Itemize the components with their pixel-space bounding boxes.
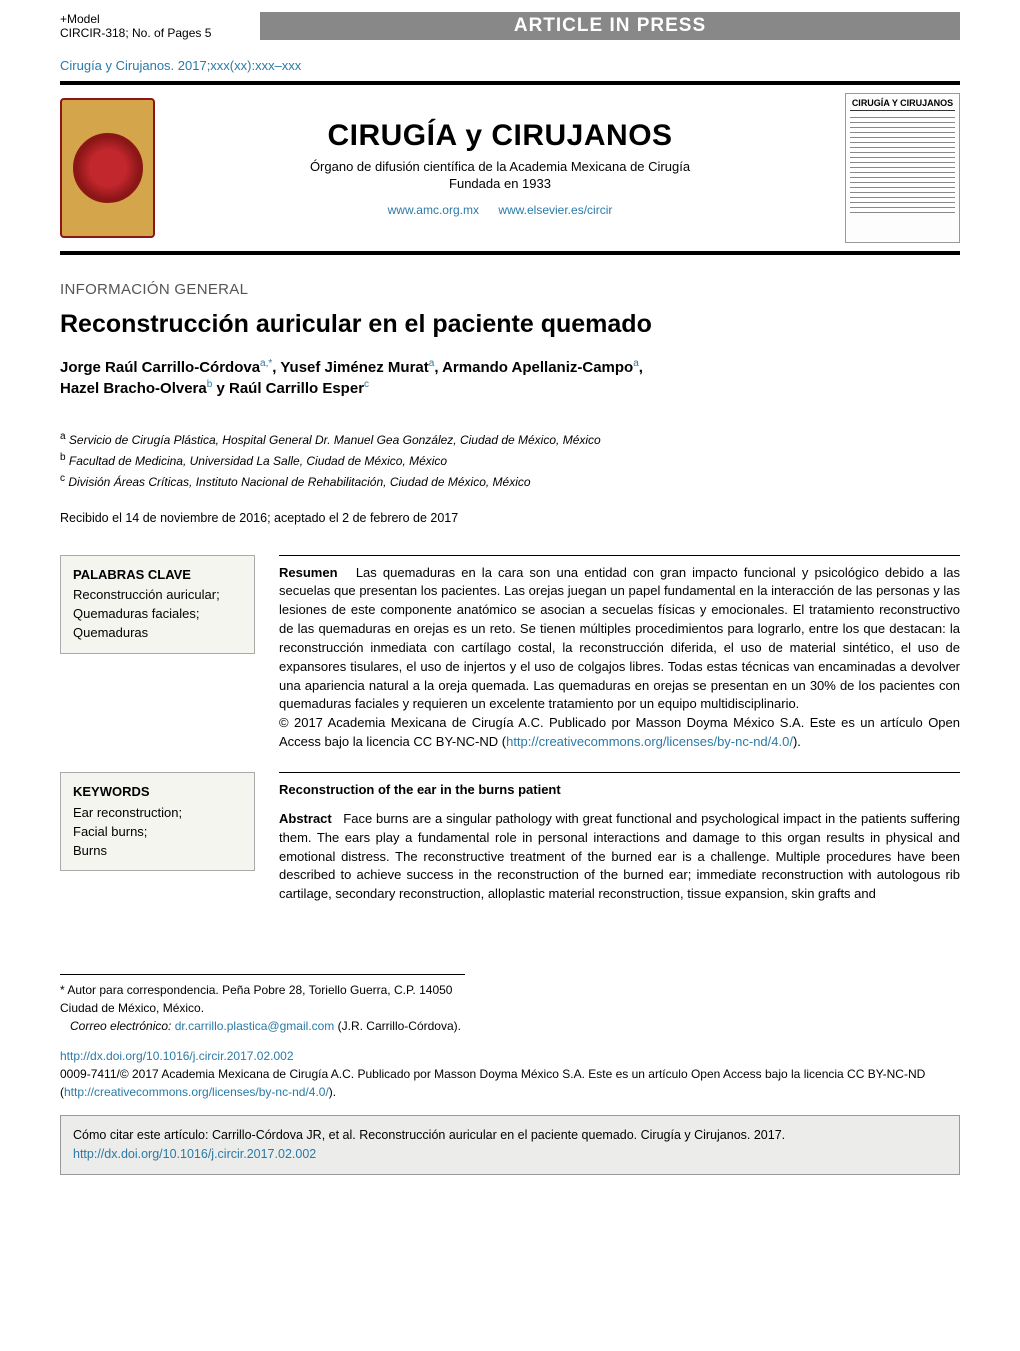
authors-block: Jorge Raúl Carrillo-Córdovaa,*, Yusef Ji… [60, 357, 960, 399]
model-ref-id: CIRCIR-318; No. of Pages 5 [60, 26, 211, 40]
doi-footnote: http://dx.doi.org/10.1016/j.circir.2017.… [60, 1047, 960, 1101]
abstract-body-es: Las quemaduras en la cara son una entida… [279, 565, 960, 712]
topbar: +Model CIRCIR-318; No. of Pages 5 ARTICL… [60, 12, 960, 48]
corresponding-footnote: * Autor para correspondencia. Peña Pobre… [60, 974, 465, 1035]
banner-article-in-press: ARTICLE IN PRESS [260, 12, 960, 40]
journal-links: www.amc.org.mx www.elsevier.es/circir [171, 203, 829, 217]
citation-line: Cirugía y Cirujanos. 2017;xxx(xx):xxx–xx… [60, 58, 960, 73]
issn-close: ). [329, 1085, 336, 1099]
affil-a: Servicio de Cirugía Plástica, Hospital G… [69, 433, 601, 447]
keywords-list-es: Reconstrucción auricular; Quemaduras fac… [73, 586, 242, 643]
author-conj: y [212, 380, 229, 397]
model-tag: +Model [60, 12, 100, 26]
author-4: Hazel Bracho-Olvera [60, 380, 207, 397]
how-to-cite-text: Cómo citar este artículo: Carrillo-Córdo… [73, 1128, 785, 1142]
cover-lines-decor [850, 113, 955, 213]
email-label: Correo electrónico: [70, 1019, 175, 1033]
author-5-aff: c [364, 379, 369, 390]
article-dates: Recibido el 14 de noviembre de 2016; ace… [60, 511, 960, 525]
author-1-aff: a,* [260, 358, 272, 369]
journal-title: CIRUGÍA y CIRUJANOS [171, 119, 829, 153]
author-2: Yusef Jiménez Murat [280, 359, 428, 376]
journal-header: CIRUGÍA y CIRUJANOS Órgano de difusión c… [60, 81, 960, 255]
keywords-list-en: Ear reconstruction; Facial burns; Burns [73, 804, 242, 861]
abstract-lead-es: Resumen [279, 565, 338, 580]
corr-email-paren: (J.R. Carrillo-Córdova). [334, 1019, 461, 1033]
how-to-cite-box: Cómo citar este artículo: Carrillo-Córdo… [60, 1115, 960, 1175]
journal-link-amc[interactable]: www.amc.org.mx [388, 203, 479, 217]
journal-logo [60, 98, 155, 238]
english-title: Reconstruction of the ear in the burns p… [279, 781, 960, 800]
abstract-english: KEYWORDS Ear reconstruction; Facial burn… [60, 772, 960, 904]
license-link-es[interactable]: http://creativecommons.org/licenses/by-n… [506, 734, 793, 749]
how-to-cite-link[interactable]: http://dx.doi.org/10.1016/j.circir.2017.… [73, 1147, 316, 1161]
affiliations: a Servicio de Cirugía Plástica, Hospital… [60, 429, 960, 493]
author-1: Jorge Raúl Carrillo-Córdova [60, 359, 260, 376]
keywords-heading-en: KEYWORDS [73, 783, 242, 802]
journal-cover-thumb: CIRUGÍA Y CIRUJANOS [845, 93, 960, 243]
section-type: INFORMACIÓN GENERAL [60, 281, 960, 298]
author-5: Raúl Carrillo Esper [229, 380, 364, 397]
cover-thumb-title: CIRUGÍA Y CIRUJANOS [850, 98, 955, 111]
keywords-box-en: KEYWORDS Ear reconstruction; Facial burn… [60, 772, 255, 871]
keywords-box-es: PALABRAS CLAVE Reconstrucción auricular;… [60, 555, 255, 654]
model-ref: +Model CIRCIR-318; No. of Pages 5 [60, 12, 211, 40]
journal-link-elsevier[interactable]: www.elsevier.es/circir [498, 203, 612, 217]
corr-text: * Autor para correspondencia. Peña Pobre… [60, 983, 452, 1015]
author-3: Armando Apellaniz-Campo [442, 359, 633, 376]
journal-subtitle1: Órgano de difusión científica de la Acad… [171, 159, 829, 174]
abstract-body-en: Face burns are a singular pathology with… [279, 811, 960, 901]
affil-b: Facultad de Medicina, Universidad La Sal… [69, 454, 447, 468]
journal-seal-icon [73, 133, 143, 203]
abstract-lead-en: Abstract [279, 811, 332, 826]
abstract-text-en: Reconstruction of the ear in the burns p… [279, 772, 960, 904]
journal-title-block: CIRUGÍA y CIRUJANOS Órgano de difusión c… [171, 119, 829, 217]
abstract-spanish: PALABRAS CLAVE Reconstrucción auricular;… [60, 555, 960, 752]
affil-c: División Áreas Críticas, Instituto Nacio… [68, 475, 530, 489]
article-title: Reconstrucción auricular en el paciente … [60, 310, 960, 339]
author-2-aff: a [429, 358, 435, 369]
journal-subtitle2: Fundada en 1933 [171, 176, 829, 191]
abstract-close-es: ). [793, 734, 801, 749]
abstract-text-es: Resumen Las quemaduras en la cara son un… [279, 555, 960, 752]
author-3-aff: a [633, 358, 639, 369]
corr-email[interactable]: dr.carrillo.plastica@gmail.com [175, 1019, 335, 1033]
keywords-heading-es: PALABRAS CLAVE [73, 566, 242, 585]
issn-license-link[interactable]: http://creativecommons.org/licenses/by-n… [64, 1085, 329, 1099]
doi-link[interactable]: http://dx.doi.org/10.1016/j.circir.2017.… [60, 1049, 294, 1063]
